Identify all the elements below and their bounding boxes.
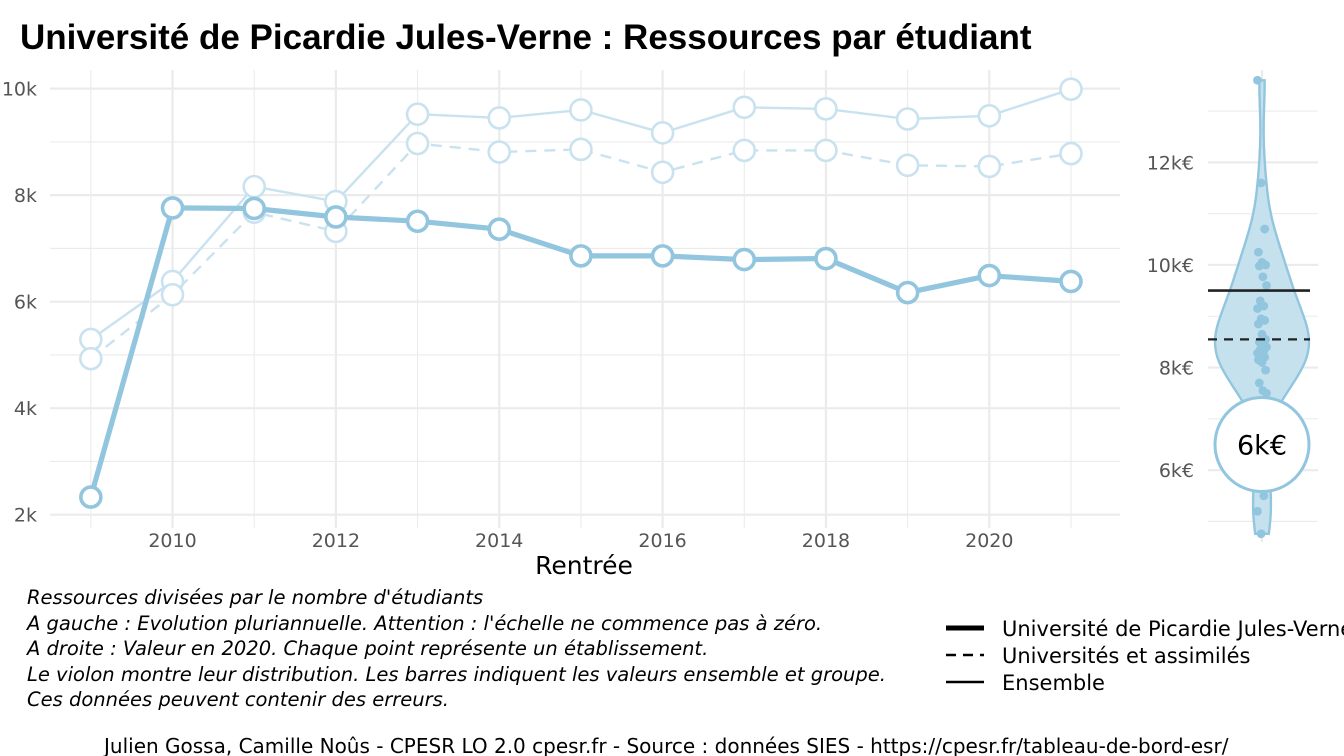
violin-highlight: 6k€ bbox=[1213, 396, 1311, 494]
highlight-value: 6k€ bbox=[1237, 431, 1287, 462]
data-point-dashed bbox=[1059, 141, 1083, 166]
y-tick-label: 10k bbox=[2, 79, 37, 101]
source-caption: Julien Gossa, Camille Noûs - CPESR LO 2.… bbox=[102, 734, 1229, 756]
data-point-thick bbox=[487, 217, 512, 242]
x-tick-label: 2014 bbox=[475, 530, 523, 552]
data-point-thick bbox=[814, 246, 838, 271]
data-point-thin bbox=[1059, 77, 1083, 101]
notes-block: Ressources divisées par le nombre d'étud… bbox=[25, 586, 886, 711]
data-point-dashed bbox=[487, 140, 512, 164]
data-point-dashed bbox=[895, 153, 920, 178]
data-point-thin bbox=[79, 327, 103, 352]
data-point-thin bbox=[650, 121, 675, 145]
data-point-thick bbox=[732, 247, 757, 272]
violin-point bbox=[1253, 75, 1262, 85]
note-line: A gauche : Evolution pluriannuelle. Atte… bbox=[25, 612, 822, 635]
data-point-thin bbox=[242, 174, 266, 199]
data-point-thick bbox=[569, 244, 593, 268]
data-point-dashed bbox=[814, 138, 838, 163]
y-tick-label: 2k bbox=[14, 505, 37, 527]
violin-point bbox=[1261, 365, 1270, 375]
violin-point bbox=[1254, 247, 1263, 257]
data-point-dashed bbox=[650, 160, 675, 185]
note-line: Le violon montre leur distribution. Les … bbox=[27, 663, 886, 686]
data-point-dashed bbox=[732, 138, 757, 163]
data-point-thin bbox=[977, 104, 1002, 128]
data-point-thin bbox=[405, 102, 430, 127]
data-point-dashed bbox=[569, 137, 593, 162]
x-tick-label: 2020 bbox=[965, 530, 1013, 552]
violin-point bbox=[1257, 358, 1267, 367]
data-point-thick bbox=[242, 196, 266, 221]
x-tick-label: 2016 bbox=[638, 530, 686, 552]
data-point-thick bbox=[79, 485, 103, 509]
data-point-thin bbox=[569, 98, 593, 122]
data-point-dashed bbox=[405, 131, 430, 156]
line-panel: 2k 4k 6k 8k 10k 2010 2012 2014 2016 2018 2020 Rent… bbox=[2, 70, 1120, 580]
violin-point bbox=[1254, 378, 1264, 388]
violin-point bbox=[1260, 224, 1270, 234]
violin-tick-label: 10k€ bbox=[1147, 255, 1194, 277]
chart-title: Université de Picardie Jules-Verne : Res… bbox=[20, 18, 1032, 57]
y-tick-label: 6k bbox=[14, 292, 37, 314]
data-point-dashed bbox=[160, 282, 185, 307]
violin-point bbox=[1254, 261, 1264, 271]
highlight-bubble bbox=[1213, 396, 1311, 494]
note-line: Ces données peuvent contenir des erreurs… bbox=[27, 688, 449, 711]
legend-label: Universités et assimilés bbox=[1002, 644, 1250, 668]
data-point-dashed bbox=[977, 154, 1002, 179]
violin-point bbox=[1262, 281, 1271, 290]
violin-point bbox=[1254, 319, 1263, 329]
violin-tick-label: 6k€ bbox=[1159, 460, 1194, 482]
violin-tick-label: 12k€ bbox=[1147, 152, 1194, 174]
y-tick-label: 4k bbox=[14, 398, 37, 420]
x-tick-label: 2018 bbox=[802, 530, 850, 552]
violin-point bbox=[1253, 506, 1262, 516]
legend-label: Université de Picardie Jules-Verne bbox=[1002, 617, 1344, 641]
line-series-layer bbox=[79, 77, 1083, 509]
data-point-thin bbox=[895, 107, 920, 131]
data-point-thick bbox=[405, 209, 430, 234]
data-point-thick bbox=[977, 263, 1002, 288]
violin-tick-label: 8k€ bbox=[1159, 358, 1194, 380]
line-tick-labels: 2k 4k 6k 8k 10k 2010 2012 2014 2016 2018 2020 bbox=[2, 79, 1014, 552]
legend: Université de Picardie Jules-Verne Unive… bbox=[946, 617, 1344, 695]
data-point-thin bbox=[732, 95, 757, 120]
data-point-thick bbox=[650, 244, 675, 268]
violin-point bbox=[1262, 388, 1271, 398]
note-line: A droite : Valeur en 2020. Chaque point … bbox=[25, 637, 708, 660]
violin-point bbox=[1258, 272, 1268, 282]
violin-point bbox=[1253, 304, 1262, 313]
violin-panel: 6k€ 6k€ 8k€ 10k€ 12k€ bbox=[1147, 70, 1318, 542]
data-point-thick bbox=[895, 280, 920, 305]
y-tick-label: 8k bbox=[14, 185, 37, 207]
data-point-dashed bbox=[79, 346, 103, 371]
violin-tick-labels: 6k€ 8k€ 10k€ 12k€ bbox=[1147, 152, 1194, 482]
x-tick-label: 2010 bbox=[148, 530, 196, 552]
data-point-thick bbox=[324, 205, 348, 229]
data-point-thin bbox=[814, 97, 838, 121]
violin-point bbox=[1256, 529, 1266, 539]
x-axis-title: Rentrée bbox=[535, 551, 633, 580]
data-point-thick bbox=[1059, 269, 1083, 294]
violin-point bbox=[1256, 178, 1266, 188]
violin-reference-lines bbox=[1208, 289, 1310, 341]
violin-point bbox=[1259, 491, 1269, 501]
note-line: Ressources divisées par le nombre d'étud… bbox=[27, 586, 483, 609]
x-tick-label: 2012 bbox=[312, 530, 360, 552]
data-point-thick bbox=[160, 196, 185, 220]
legend-label: Ensemble bbox=[1002, 671, 1105, 695]
data-point-thin bbox=[487, 106, 512, 130]
